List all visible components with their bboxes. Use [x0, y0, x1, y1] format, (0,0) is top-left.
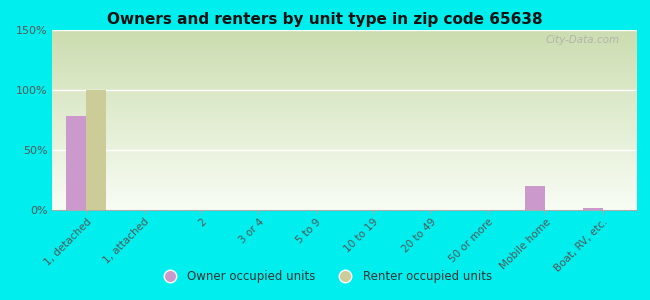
Text: Owners and renters by unit type in zip code 65638: Owners and renters by unit type in zip c… — [107, 12, 543, 27]
Bar — [66, 116, 86, 210]
Bar — [582, 208, 603, 210]
Text: City-Data.com: City-Data.com — [545, 35, 619, 45]
Bar — [86, 90, 107, 210]
Bar — [525, 186, 545, 210]
Legend: Owner occupied units, Renter occupied units: Owner occupied units, Renter occupied un… — [153, 266, 497, 288]
